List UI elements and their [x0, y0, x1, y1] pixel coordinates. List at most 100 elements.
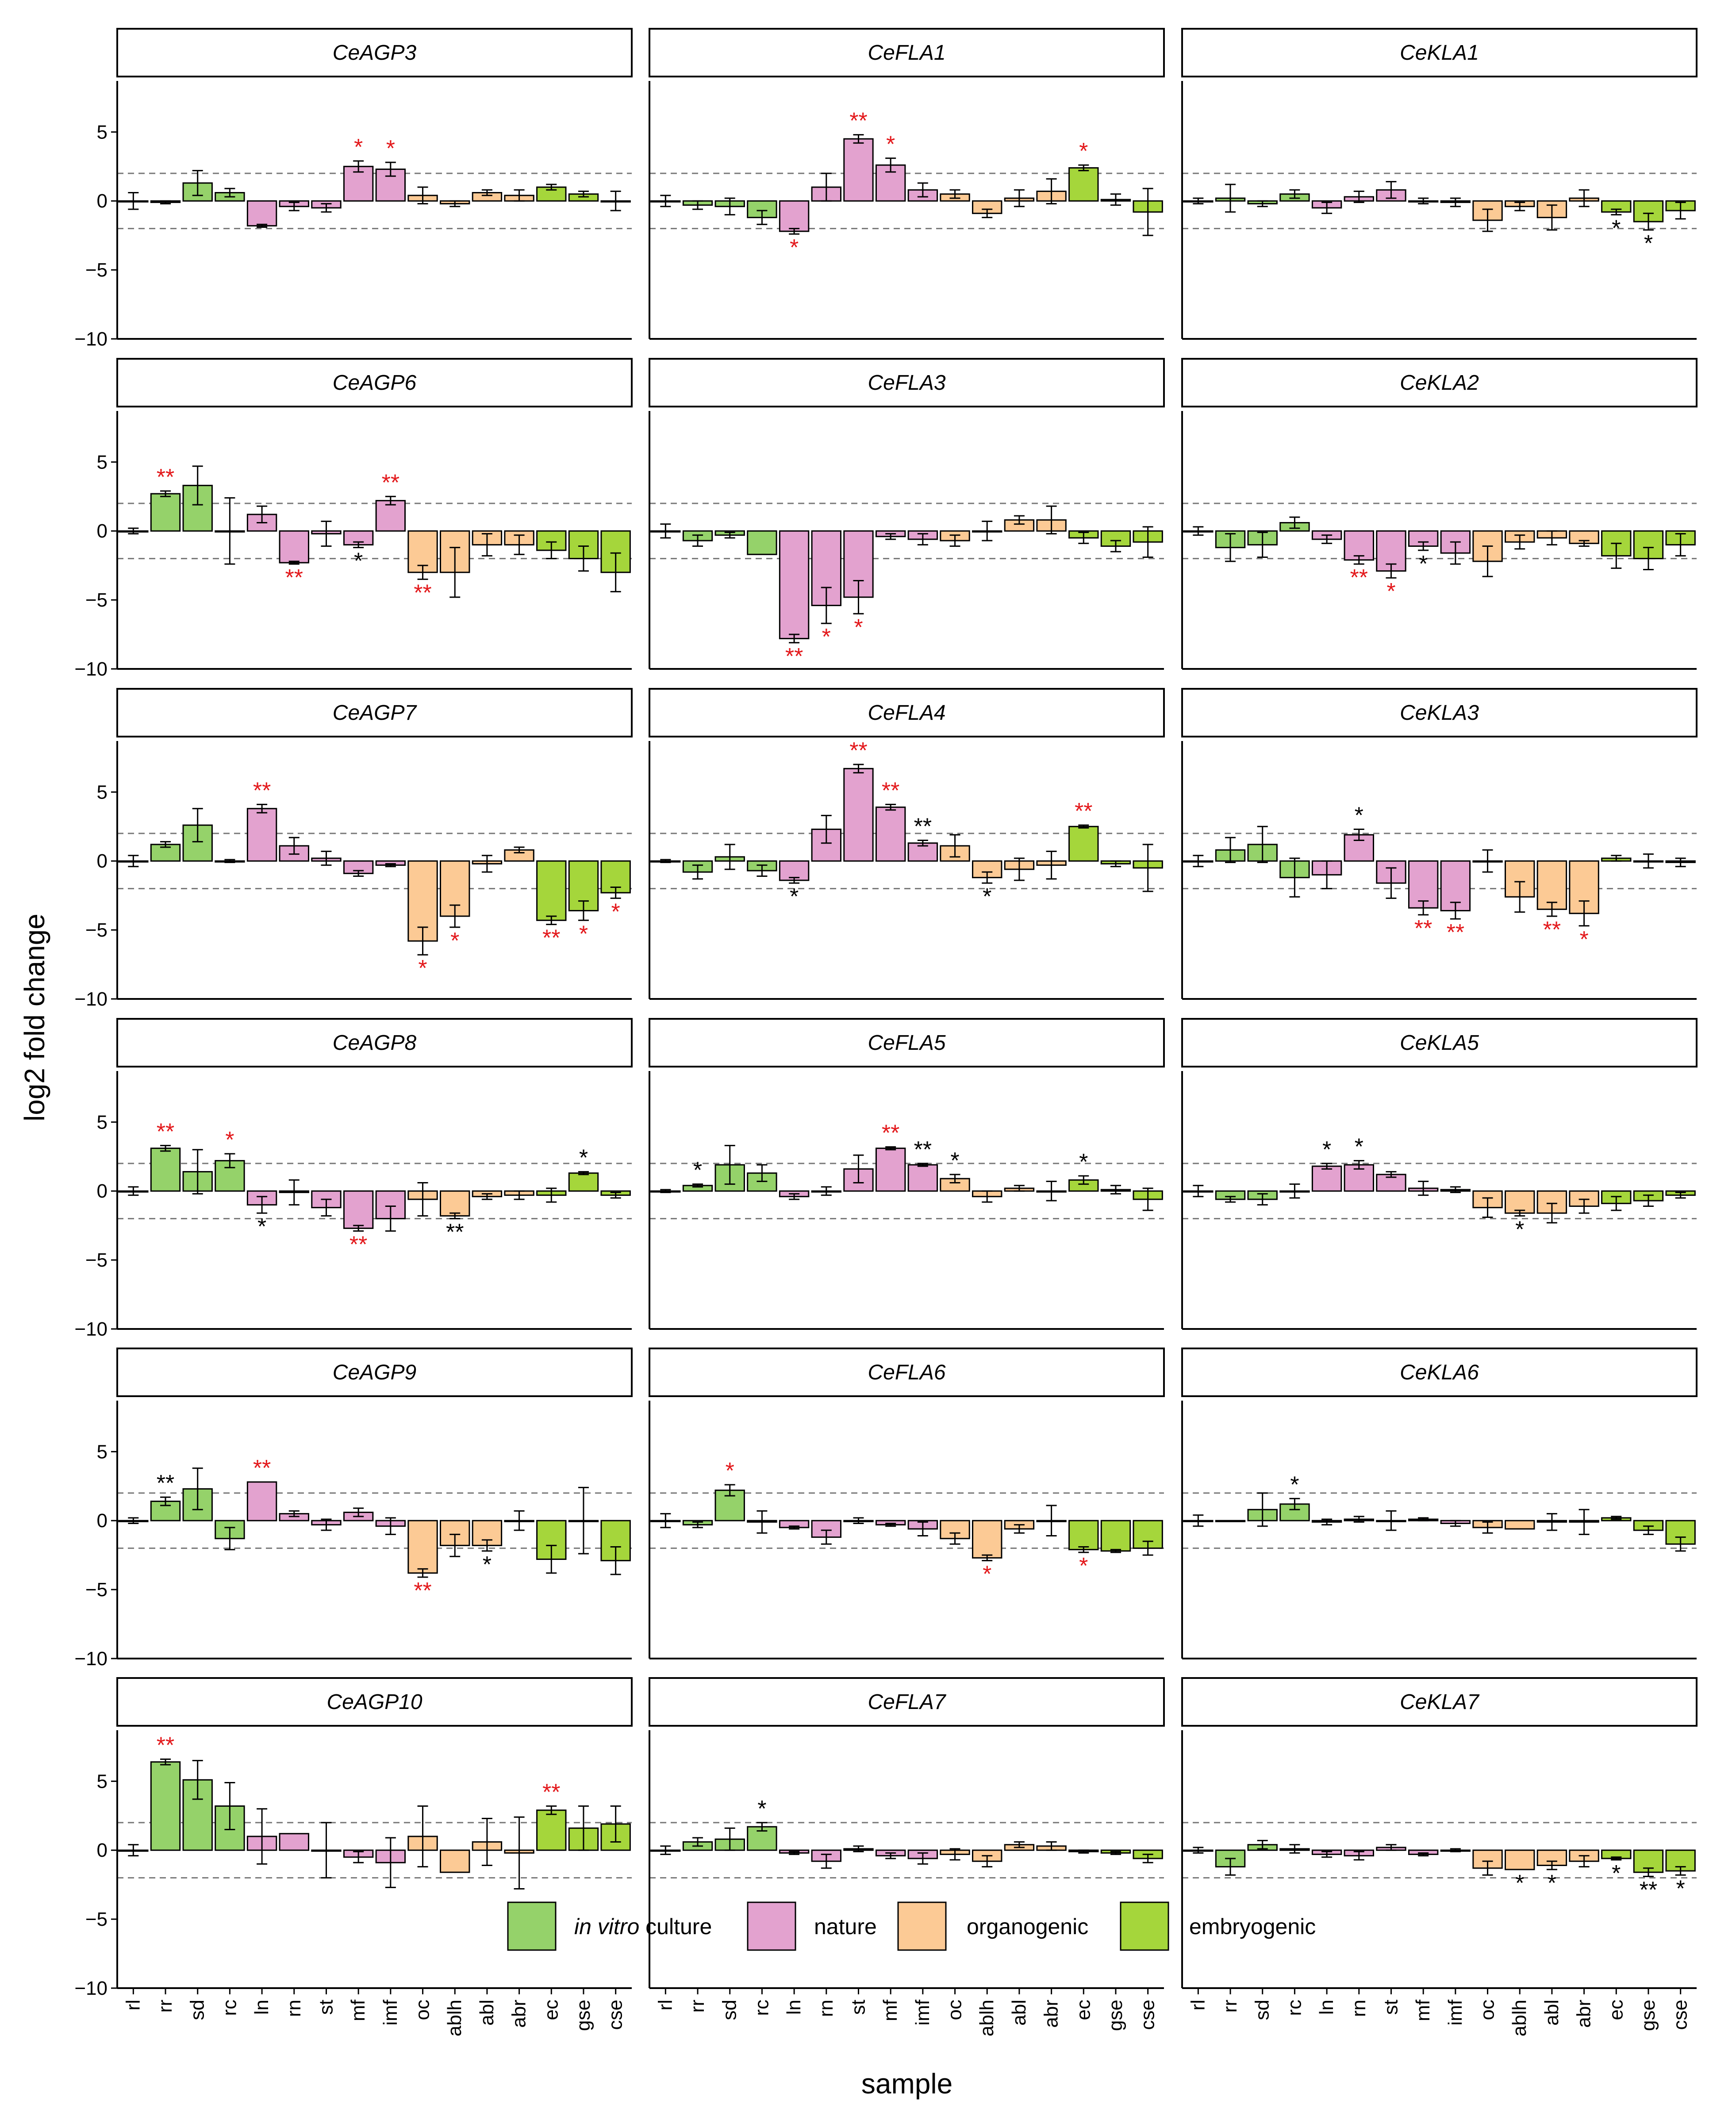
bar-ec [1068, 167, 1099, 202]
significance-label: ** [882, 1120, 899, 1146]
panel-CeAGP6: CeAGP6*********50−5−10 [74, 358, 633, 680]
x-tick-label: ec [1605, 2000, 1627, 2020]
legend-swatch-nature [747, 1901, 796, 1951]
bar-rr [150, 493, 181, 532]
panel-title: CeKLA5 [1400, 1031, 1479, 1055]
significance-label: ** [914, 1137, 932, 1163]
significance-label: * [1355, 1134, 1363, 1160]
significance-label: ** [914, 814, 932, 839]
y-tick-label: 0 [97, 520, 108, 542]
panel-strip [649, 1348, 1165, 1397]
significance-label: * [1644, 231, 1653, 257]
y-tick-label: 5 [97, 121, 108, 143]
x-tick-label: ln [783, 2000, 805, 2015]
significance-label: * [354, 134, 363, 160]
y-tick-label: 5 [97, 1111, 108, 1133]
significance-label: ** [1447, 920, 1464, 945]
x-tick-label: ln [251, 2000, 273, 2015]
x-tick-label: imf [380, 1999, 401, 2025]
panel-strip [1181, 1677, 1698, 1727]
x-tick-label: abl [476, 2000, 498, 2026]
significance-label: * [790, 235, 799, 261]
panel-strip [649, 28, 1165, 77]
significance-label: * [1419, 551, 1428, 577]
y-tick-label: −5 [85, 259, 108, 281]
significance-label: * [757, 1796, 766, 1822]
y-tick-label: 0 [97, 1839, 108, 1861]
x-tick-label: oc [412, 2000, 434, 2020]
bar-ln [246, 200, 277, 227]
bar-imf [907, 1164, 938, 1192]
panel-title: CeFLA4 [868, 701, 945, 725]
panel-title: CeKLA2 [1400, 371, 1479, 395]
bar-abr [1569, 1849, 1599, 1862]
x-tick-label: ablh [1509, 2000, 1530, 2036]
significance-label: * [418, 956, 427, 981]
bar-mf [1408, 860, 1439, 909]
significance-label: * [483, 1552, 492, 1578]
legend-swatch-ivc [507, 1901, 557, 1951]
x-tick-label: rn [283, 2000, 305, 2017]
significance-label: ** [542, 1779, 560, 1805]
x-tick-label: oc [944, 2000, 966, 2020]
panel-CeKLA7: CeKLA7* * *** *rl rr sd rc ln rn st mf imf oc ablh abl… [1181, 1677, 1698, 2036]
bar-ablh [440, 1849, 470, 1873]
legend: in vitro culture nature organogenic embr… [507, 1901, 1316, 1951]
y-tick-label: −10 [74, 658, 108, 680]
legend-label-embryogenic: embryogenic [1189, 1914, 1316, 1939]
panel-CeFLA3: CeFLA3*** * [649, 358, 1165, 670]
panel-strip [649, 1677, 1165, 1727]
significance-label: * [1355, 803, 1363, 829]
bar-st [843, 138, 874, 202]
x-tick-label: rr [1219, 2000, 1241, 2012]
significance-label: * [1322, 1137, 1331, 1163]
bar-oc [407, 1520, 438, 1574]
panel-title: CeAGP3 [333, 41, 417, 65]
x-tick-label: cse [605, 2000, 626, 2030]
bar-ln [246, 808, 277, 862]
significance-label: ** [542, 925, 560, 951]
panel-strip [1181, 1348, 1698, 1397]
significance-label: * [1676, 1876, 1685, 1901]
significance-label: * [579, 1145, 588, 1171]
y-tick-label: 0 [97, 1180, 108, 1202]
significance-label: * [386, 136, 395, 161]
panel-CeKLA1: CeKLA1 * * [1181, 28, 1698, 340]
significance-label: ** [157, 1732, 174, 1758]
panel-CeAGP3: CeAGP3 * * 5 0 −5 −10 [74, 28, 633, 350]
x-tick-label: rn [1348, 2000, 1370, 2017]
bar-rn [279, 1833, 309, 1851]
significance-label: * [1612, 215, 1621, 241]
bar-rr [150, 844, 181, 862]
significance-label: * [983, 884, 991, 910]
panel-title: CeKLA1 [1400, 41, 1479, 65]
x-tick-label: imf [912, 1999, 933, 2025]
bar-ablh [440, 1190, 470, 1217]
significance-label: ** [1075, 799, 1092, 824]
x-tick-label: abl [1541, 2000, 1563, 2026]
bar-st [843, 768, 874, 862]
x-tick-label: sd [187, 2000, 208, 2020]
significance-label: * [1386, 579, 1395, 604]
panel-CeFLA6: CeFLA6 * * * [649, 1348, 1165, 1659]
significance-label: * [693, 1158, 702, 1183]
significance-label: * [450, 928, 459, 954]
significance-label: ** [849, 108, 867, 134]
significance-label: ** [157, 1471, 174, 1496]
panel-CeKLA3: CeKLA3*** ** ** * [1181, 688, 1698, 1000]
panel-strip [649, 1018, 1165, 1068]
bar-mf [343, 1190, 374, 1229]
panel-CeAGP8: CeAGP8** **** ***50−5−10 [74, 1018, 633, 1340]
bar-ec [1068, 826, 1099, 862]
x-tick-label: rl [654, 2000, 676, 2010]
bar-ln [246, 1481, 277, 1521]
x-tick-label: oc [1477, 2000, 1498, 2020]
x-tick-label: cse [1137, 2000, 1159, 2030]
bar-gse [568, 1172, 599, 1192]
panel-title: CeKLA3 [1400, 701, 1479, 725]
x-tick-label: abr [1041, 2000, 1062, 2028]
x-tick-label: abl [1008, 2000, 1030, 2026]
panel-CeKLA2: CeKLA2**** [1181, 358, 1698, 670]
panel-title: CeKLA6 [1400, 1361, 1479, 1384]
